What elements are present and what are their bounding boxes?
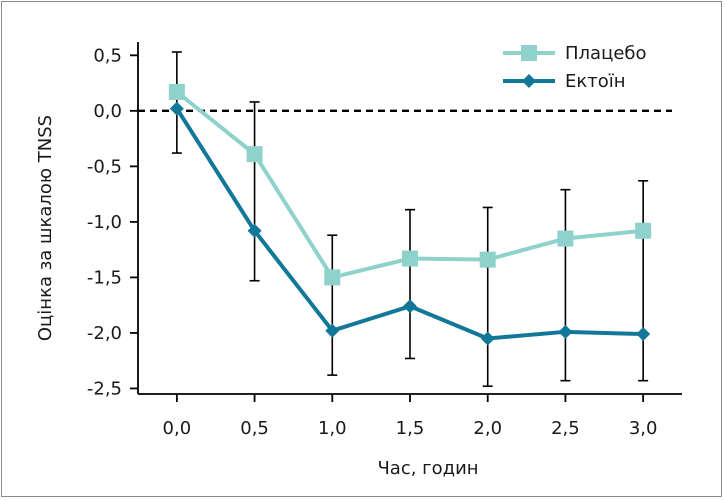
data-point-ectoine: [636, 327, 651, 342]
data-point-placebo: [246, 146, 263, 163]
y-tick-label: 0,0: [93, 101, 122, 122]
x-tick-label: 1,5: [396, 418, 425, 439]
y-axis-title: Оцінка за шкалою TNSS: [35, 115, 56, 341]
y-tick-label: -2,5: [87, 378, 122, 399]
legend-marker: [522, 74, 536, 88]
data-point-ectoine: [403, 299, 417, 314]
x-axis-title: Час, годин: [377, 458, 478, 479]
x-tick-label: 0,0: [163, 418, 192, 439]
data-point-ectoine: [169, 101, 184, 116]
x-tick-label: 0,5: [240, 418, 269, 439]
data-point-placebo: [635, 222, 652, 239]
data-point-placebo: [402, 250, 418, 267]
data-point-placebo: [557, 230, 574, 247]
y-tick-label: -0,5: [87, 156, 122, 177]
data-point-ectoine: [247, 223, 262, 238]
y-tick-label: -1,0: [87, 212, 122, 233]
x-tick-label: 1,0: [318, 418, 347, 439]
data-point-placebo: [168, 83, 185, 100]
x-tick-label: 2,5: [551, 418, 580, 439]
y-tick-label: 0,5: [93, 45, 122, 66]
data-point-ectoine: [558, 324, 573, 339]
data-point-placebo: [324, 269, 341, 286]
y-tick-label: -1,5: [87, 267, 122, 288]
data-point-ectoine: [480, 331, 495, 346]
data-point-ectoine: [325, 323, 340, 338]
y-tick-label: -2,0: [87, 323, 122, 344]
x-tick-label: 2,0: [473, 418, 502, 439]
data-point-placebo: [479, 251, 496, 268]
x-tick-label: 3,0: [629, 418, 658, 439]
legend-marker: [521, 45, 537, 61]
legend-label: Плацебо: [565, 43, 647, 64]
legend-label: Ектоїн: [565, 71, 626, 92]
